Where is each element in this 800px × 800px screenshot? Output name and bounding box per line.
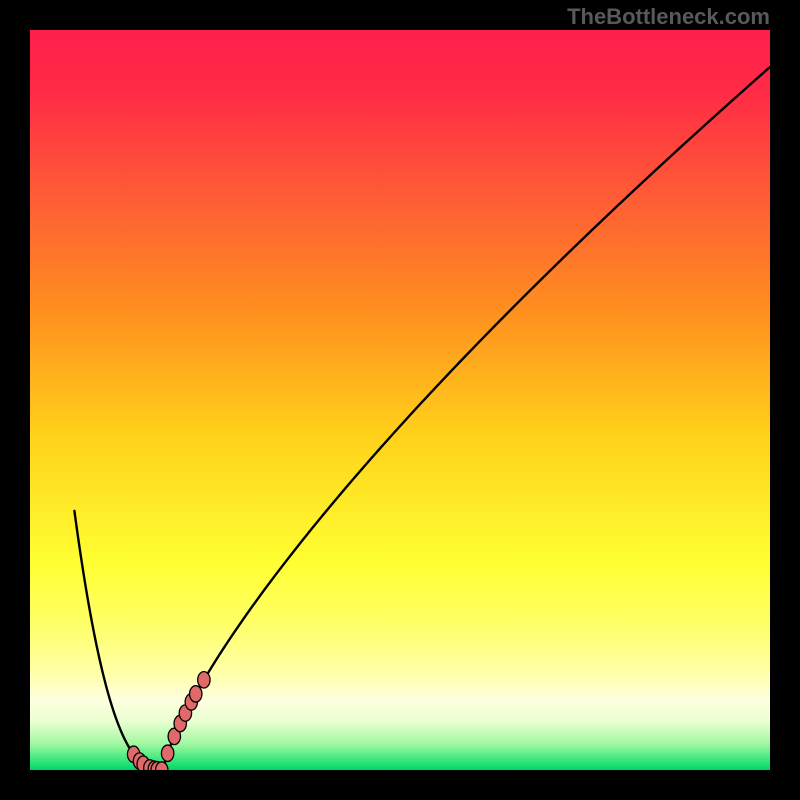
watermark-text: TheBottleneck.com bbox=[567, 4, 770, 30]
bottleneck-curve-chart bbox=[30, 30, 770, 770]
gradient-background bbox=[30, 30, 770, 770]
data-marker bbox=[190, 686, 202, 702]
plot-area bbox=[30, 30, 770, 770]
data-marker bbox=[198, 672, 210, 688]
data-marker bbox=[161, 745, 173, 761]
chart-frame: TheBottleneck.com bbox=[0, 0, 800, 800]
